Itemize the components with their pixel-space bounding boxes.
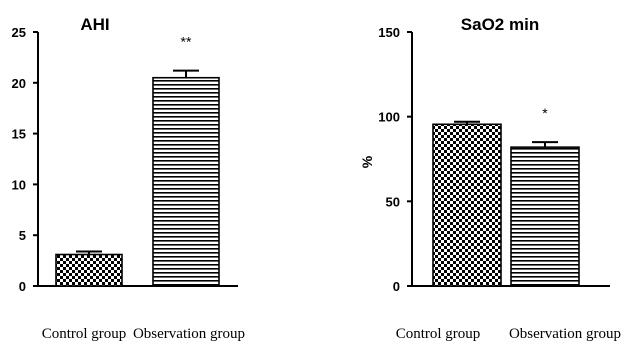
category-label: Observation group	[509, 326, 621, 342]
bar	[55, 253, 123, 287]
y-tick-label: 10	[12, 177, 26, 192]
chart-title: SaO2 min	[461, 15, 539, 34]
y-tick-label: 50	[386, 194, 400, 209]
bar	[432, 123, 502, 287]
chart-right-sao2: SaO2 min % 0 50 100 150 * Control group Obse…	[359, 15, 621, 342]
bar	[510, 146, 580, 287]
significance-marker: **	[181, 34, 192, 50]
y-tick-label: 150	[378, 25, 400, 40]
y-tick-label: 0	[19, 279, 26, 294]
chart-title: AHI	[80, 15, 109, 34]
y-tick-label: 20	[12, 76, 26, 91]
y-tick-label: 5	[19, 228, 26, 243]
category-label: Control group	[396, 326, 481, 342]
plot-area: 0 5 10 15 20 25 **	[12, 25, 238, 294]
bar	[152, 76, 220, 287]
category-label: Control group	[42, 326, 127, 342]
significance-marker: *	[542, 105, 548, 121]
y-tick-label: 15	[12, 127, 26, 142]
y-axis-label: %	[359, 155, 375, 168]
y-tick-label: 0	[393, 279, 400, 294]
plot-area: 0 50 100 150 *	[378, 25, 610, 294]
category-label: Observation group	[133, 326, 245, 342]
y-tick-label: 100	[378, 110, 400, 125]
chart-left-ahi: AHI 0 5 10 15 20 25 ** Control group Observati…	[12, 15, 246, 342]
y-tick-label: 25	[12, 25, 26, 40]
